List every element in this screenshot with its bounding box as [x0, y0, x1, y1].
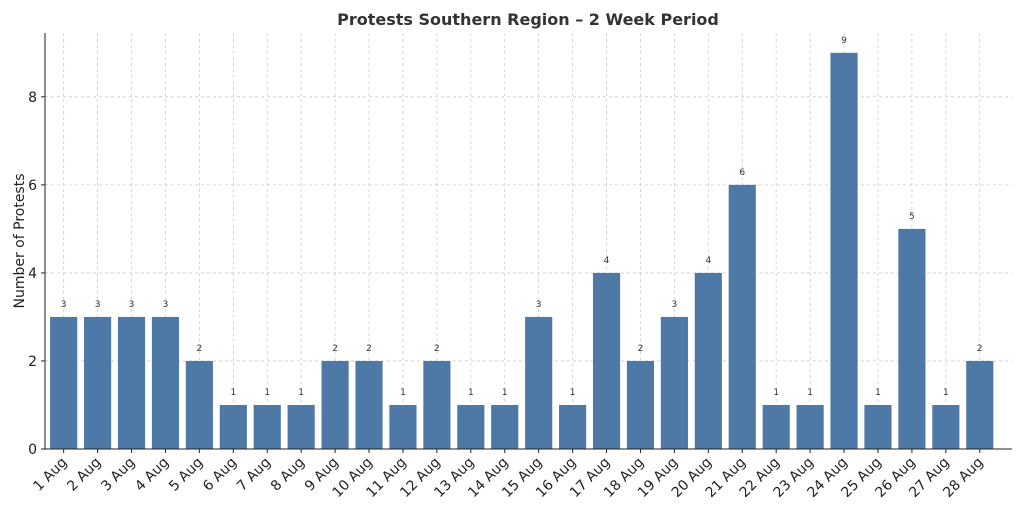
bar [389, 404, 417, 449]
y-axis-label: Number of Protests [12, 173, 28, 308]
bar [592, 272, 621, 449]
bar-value-label: 3 [61, 300, 67, 310]
bar-value-label: 2 [197, 344, 203, 354]
bar-value-label: 1 [943, 388, 949, 398]
bar [423, 360, 451, 449]
bar-value-label: 2 [638, 344, 644, 354]
bar [50, 316, 78, 449]
bar-value-label: 1 [570, 388, 576, 398]
bar [864, 404, 892, 449]
bar-value-label: 1 [400, 388, 406, 398]
x-tick-label: 8 Aug [268, 455, 308, 495]
bar [830, 52, 858, 450]
bar-value-label: 9 [841, 36, 847, 46]
y-tick-label: 0 [28, 442, 37, 458]
bar-value-label: 1 [468, 388, 474, 398]
bar-value-label: 3 [163, 300, 169, 310]
bar-value-label: 3 [129, 300, 135, 310]
bar [253, 404, 281, 449]
bar [966, 360, 994, 449]
bar [491, 404, 519, 449]
chart-title: Protests Southern Region – 2 Week Period [337, 10, 719, 29]
bar [626, 360, 655, 449]
bar [932, 404, 960, 449]
y-tick-label: 2 [28, 354, 37, 370]
bar [185, 360, 213, 449]
bar-value-label: 1 [298, 388, 304, 398]
bar [117, 316, 146, 449]
bar [355, 360, 383, 449]
x-tick-label: 5 Aug [166, 455, 206, 495]
bar-value-label: 1 [502, 388, 508, 398]
bar [151, 316, 180, 449]
x-tick-label: 3 Aug [98, 455, 138, 495]
x-tick-label: 4 Aug [132, 455, 172, 495]
bar [660, 316, 688, 449]
bar [762, 404, 790, 449]
bar [84, 316, 112, 449]
bars [50, 52, 994, 450]
bar-value-label: 4 [604, 256, 610, 266]
bar [321, 360, 349, 449]
bar [525, 316, 553, 449]
bar [898, 228, 926, 449]
bar-value-label: 5 [909, 212, 915, 222]
bar [559, 404, 587, 449]
x-tick-label: 6 Aug [200, 455, 240, 495]
bar [219, 404, 247, 449]
bar [796, 404, 824, 449]
bar [287, 404, 315, 449]
bar-value-label: 1 [773, 388, 779, 398]
bar-value-label: 2 [977, 344, 983, 354]
bar-value-label: 3 [536, 300, 542, 310]
bar-value-label: 6 [739, 168, 745, 178]
bar [728, 184, 756, 449]
bar-value-label: 2 [434, 344, 440, 354]
x-tick-label: 7 Aug [234, 455, 274, 495]
bar-value-label: 1 [264, 388, 270, 398]
x-tick-label: 1 Aug [30, 455, 70, 495]
bar-value-label: 1 [230, 388, 236, 398]
bar-value-label: 1 [807, 388, 813, 398]
bar-value-label: 1 [875, 388, 881, 398]
data-labels: 3 3 3 3 2 1 1 1 2 2 1 2 1 1 3 1 4 2 3 4 6 1 1 9 1 5 1 2 [61, 36, 983, 398]
bar-value-label: 3 [95, 300, 101, 310]
y-tick-label: 6 [28, 178, 37, 194]
bar-value-label: 2 [332, 344, 338, 354]
bar [457, 404, 485, 449]
axes [41, 33, 1012, 453]
bar-value-label: 4 [705, 256, 711, 266]
bar-value-label: 3 [672, 300, 678, 310]
y-tick-label: 4 [28, 266, 37, 282]
y-tick-label: 8 [28, 90, 37, 106]
bar [694, 272, 722, 449]
bar-value-label: 2 [366, 344, 372, 354]
x-tick-label: 2 Aug [64, 455, 104, 495]
